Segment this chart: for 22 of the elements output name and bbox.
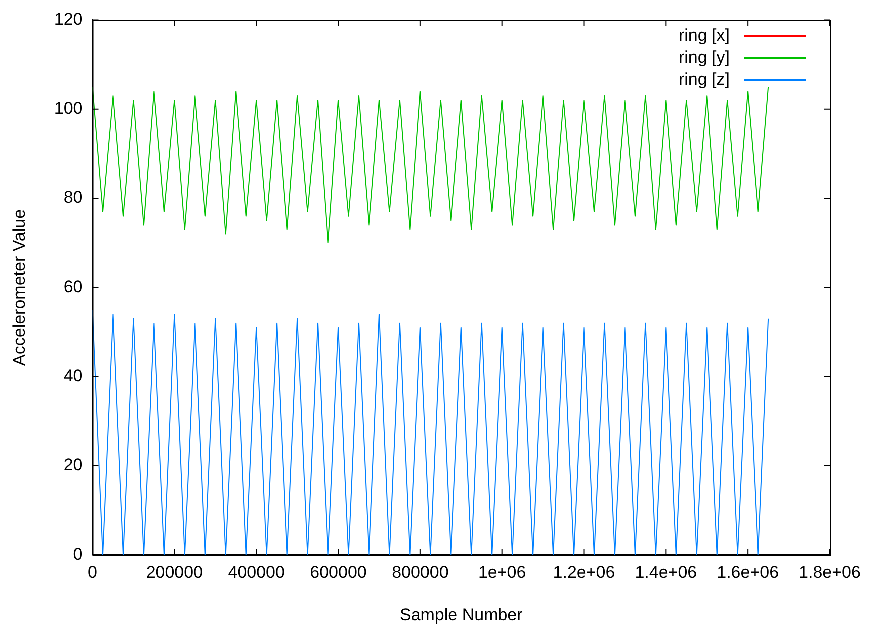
legend-label: ring [z] (678, 70, 730, 89)
y-tick-label: 80 (64, 188, 83, 208)
y-tick-label: 20 (64, 456, 83, 475)
x-tick-label: 0 (88, 563, 98, 582)
y-tick-label: 40 (64, 366, 83, 386)
y-tick-label: 100 (54, 99, 83, 118)
x-axis-title: Sample Number (400, 605, 524, 624)
x-tick-label: 1.4e+06 (635, 563, 698, 582)
legend-label: ring [x] (678, 26, 730, 45)
y-tick-label: 120 (54, 10, 83, 29)
x-tick-label: 1e+06 (478, 563, 526, 582)
legend-label: ring [y] (678, 48, 730, 67)
x-tick-label: 800000 (392, 563, 449, 582)
y-tick-label: 0 (73, 544, 83, 564)
x-tick-label: 1.6e+06 (717, 563, 780, 582)
x-tick-label: 200000 (146, 563, 204, 582)
y-axis-title: Accelerometer Value (10, 209, 29, 366)
x-tick-label: 1.2e+06 (553, 563, 616, 582)
x-tick-label: 1.8e+06 (799, 563, 861, 582)
x-tick-label: 400000 (228, 563, 285, 582)
x-tick-label: 600000 (310, 563, 367, 582)
y-tick-label: 60 (64, 277, 83, 296)
